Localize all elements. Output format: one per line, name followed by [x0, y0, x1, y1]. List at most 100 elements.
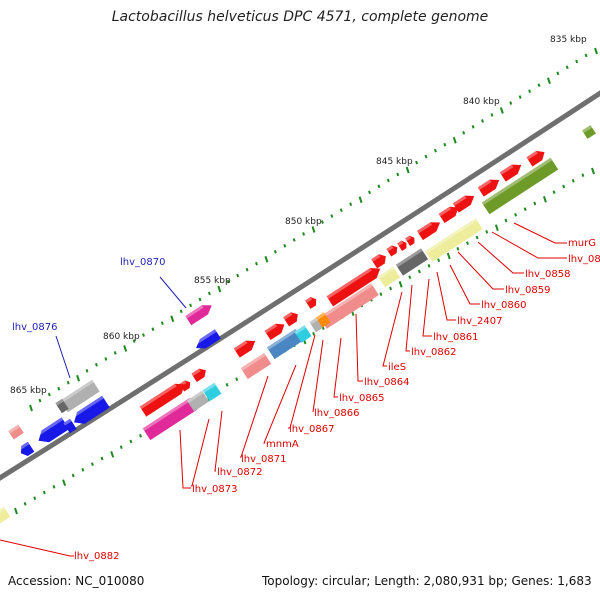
leader-line: [382, 291, 403, 367]
gene-label-highlight[interactable]: lhv_0870: [120, 257, 165, 268]
gene-highlight: [34, 417, 64, 438]
tick: [571, 179, 575, 183]
leader-line: [288, 334, 316, 429]
gene-feature: [0, 506, 11, 524]
gene-feature: [17, 441, 35, 457]
gene-highlight: [438, 206, 452, 217]
kbp-label: 865 kbp: [10, 386, 47, 396]
map-title: Lactobacillus helveticus DPC 4571, compl…: [111, 9, 489, 25]
gene-label[interactable]: lhv_0866: [314, 408, 359, 419]
tick: [312, 332, 316, 336]
label-leaders: [0, 222, 567, 557]
gene-highlight: [326, 267, 372, 299]
gene-label[interactable]: murG: [568, 238, 596, 249]
gene-label[interactable]: lhv_2407: [457, 316, 502, 327]
tick: [417, 269, 421, 274]
gene-highlight: [416, 222, 432, 234]
leader-line: [422, 278, 432, 337]
tick: [66, 380, 70, 385]
gene-feature: [305, 296, 317, 309]
gene-body: [326, 267, 381, 307]
gene-body: [425, 218, 483, 262]
tick: [528, 89, 532, 93]
gene-feature: [395, 248, 429, 276]
tick: [452, 136, 457, 144]
leader-line: [457, 251, 504, 290]
gene-label[interactable]: lhv_0873: [192, 484, 237, 495]
gene-highlight: [526, 150, 538, 160]
gene-feature: [283, 312, 298, 327]
tick: [377, 184, 381, 189]
gene-label[interactable]: lhv_0867: [289, 424, 334, 435]
gene-label-highlight[interactable]: lhv_0876: [12, 322, 57, 333]
tick: [33, 496, 37, 500]
gene-label[interactable]: lhv_0862: [411, 347, 456, 358]
leader-line: [513, 222, 567, 244]
gene-feature: [186, 390, 210, 412]
tick: [504, 218, 508, 223]
gene-label[interactable]: lhv_0871: [241, 454, 286, 465]
tick: [132, 339, 136, 343]
tick: [398, 281, 403, 288]
tick: [283, 244, 287, 248]
gene-highlight: [185, 305, 204, 319]
gene-body: [283, 312, 298, 327]
gene-body: [315, 312, 331, 328]
gene-body: [179, 380, 191, 392]
gene-highlight: [70, 395, 104, 419]
gene-feature: [452, 195, 475, 213]
gene-label[interactable]: lhv_0872: [217, 467, 262, 478]
gene-label[interactable]: lhv_0864: [364, 377, 409, 388]
gene-label[interactable]: lhv_0860: [481, 300, 526, 311]
gene-body: [526, 150, 545, 167]
gene-highlight: [294, 325, 307, 335]
tick: [57, 386, 61, 391]
tick: [379, 292, 383, 296]
tick: [396, 172, 400, 177]
gene-highlight: [452, 195, 467, 206]
gene-feature: [233, 340, 256, 358]
gene-feature: [60, 379, 100, 413]
leader-line: [0, 539, 74, 557]
gene-label[interactable]: ileS: [388, 362, 406, 373]
tick: [494, 224, 499, 231]
gene-feature: [70, 395, 110, 424]
gene-body: [309, 317, 323, 333]
gene-body: [264, 323, 285, 341]
kbp-label: 855 kbp: [194, 276, 231, 286]
gene-highlight: [186, 390, 204, 403]
tick: [446, 252, 451, 260]
leader-line: [55, 335, 71, 379]
gene-feature: [477, 179, 500, 197]
tick: [562, 184, 566, 189]
gene-feature: [191, 368, 206, 383]
gene-feature: [405, 235, 415, 246]
gene-label[interactable]: mnmA: [266, 439, 299, 450]
gene-label[interactable]: lhv_0859: [505, 285, 550, 296]
tick: [462, 130, 466, 135]
gene-label[interactable]: lhv_0861: [433, 332, 478, 343]
gene-feature: [142, 397, 198, 441]
gene-body: [582, 125, 596, 139]
gene-body: [477, 179, 500, 197]
tick: [584, 53, 588, 58]
gene-highlight: [315, 312, 326, 321]
tick: [523, 207, 527, 211]
tick: [386, 178, 390, 183]
gene-feature: [34, 417, 70, 443]
gene-highlight: [240, 352, 266, 371]
tick: [471, 125, 475, 129]
gene-feature: [8, 424, 24, 440]
gene-label[interactable]: lhv_0857: [568, 254, 600, 265]
gene-feature: [526, 150, 545, 167]
gene-body: [266, 328, 304, 360]
tick: [123, 345, 128, 352]
tick: [466, 241, 469, 245]
tick: [565, 65, 569, 70]
gene-label[interactable]: lhv_0865: [339, 393, 384, 404]
gene-label[interactable]: lhv_0882: [74, 551, 119, 562]
tick: [226, 279, 230, 284]
gene-label[interactable]: lhv_0858: [525, 269, 570, 280]
gene-highlight: [377, 266, 395, 279]
